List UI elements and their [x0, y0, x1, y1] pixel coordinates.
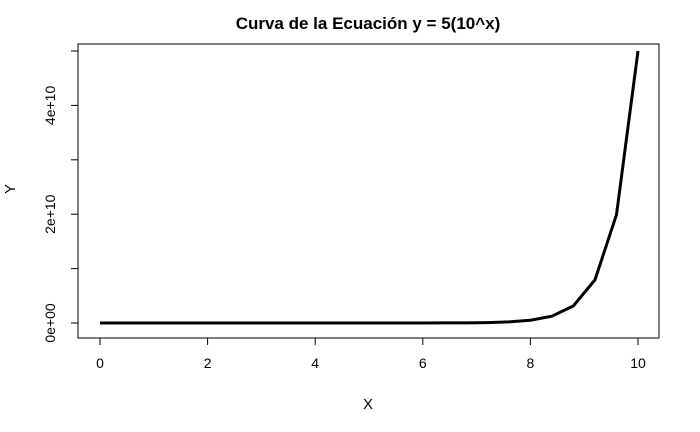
x-tick-label: 2 — [204, 355, 212, 371]
chart-title: Curva de la Ecuación y = 5(10^x) — [236, 14, 501, 33]
y-tick-label: 4e+10 — [42, 86, 58, 126]
series-line — [100, 50, 640, 325]
x-tick-label: 8 — [527, 355, 535, 371]
y-tick-label: 2e+10 — [42, 194, 58, 234]
y-tick-label: 0e+00 — [42, 303, 58, 343]
series-layer — [100, 50, 640, 325]
x-tick-label: 10 — [630, 355, 646, 371]
y-axis: 0e+00 2e+10 4e+10 — [42, 50, 79, 343]
x-axis-label: X — [363, 396, 373, 413]
x-tick-label: 4 — [311, 355, 319, 371]
y-axis-label: Y — [2, 184, 19, 194]
x-tick-label: 6 — [419, 355, 427, 371]
x-axis: 0 2 4 6 8 10 — [96, 337, 646, 371]
x-tick-label: 0 — [96, 355, 104, 371]
plot-frame — [77, 43, 660, 339]
